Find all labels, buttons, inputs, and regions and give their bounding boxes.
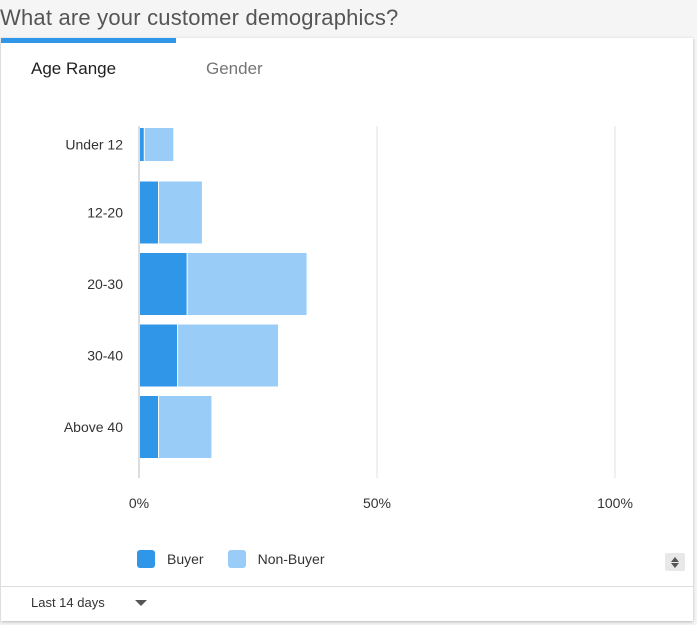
page-title: What are your customer demographics? [0, 5, 399, 30]
bar-20-30-buyer[interactable] [140, 253, 187, 315]
y-category-label: 30-40 [87, 348, 123, 364]
x-tick-label: 100% [597, 495, 633, 511]
arrow-down-icon [671, 562, 679, 568]
x-tick-label: 0% [129, 495, 149, 511]
date-range-select[interactable]: Last 14 days [31, 595, 147, 610]
y-category-label: 12-20 [87, 205, 123, 221]
legend-label-buyer: Buyer [167, 551, 204, 567]
legend-scroll-button[interactable] [665, 553, 685, 571]
demographics-card: Age Range Gender Under 12 12-20 20-30 30-40… [1, 38, 693, 621]
bar-12-20-buyer[interactable] [140, 181, 159, 244]
bar-12-20-non-buyer[interactable] [159, 181, 202, 244]
y-category-label: Under 12 [65, 137, 123, 153]
chart-axis-labels: 0% 50% 100% [129, 495, 633, 511]
chart-gridlines [138, 126, 616, 478]
bar-20-30-non-buyer[interactable] [187, 253, 307, 315]
bar-30-40-buyer[interactable] [140, 324, 178, 387]
tab-gender[interactable]: Gender [206, 59, 263, 78]
x-tick-label: 50% [363, 495, 391, 511]
bar-under-12-buyer[interactable] [140, 128, 144, 161]
chart-legend: Buyer Non-Buyer [137, 550, 349, 568]
age-range-chart: Under 12 12-20 20-30 30-40 Above 40 0% 50% 100… [64, 126, 633, 511]
legend-item-buyer[interactable]: Buyer [137, 550, 204, 568]
legend-swatch-buyer [137, 550, 155, 568]
arrow-up-icon [671, 556, 679, 562]
date-range-value: Last 14 days [31, 595, 105, 610]
chart-bars [140, 128, 307, 458]
bar-under-12-non-buyer[interactable] [144, 128, 174, 161]
tab-age-range[interactable]: Age Range [31, 59, 117, 78]
active-tab-indicator [1, 38, 176, 43]
card-footer: Last 14 days [1, 586, 693, 622]
legend-swatch-non-buyer [227, 550, 246, 568]
caret-down-icon [134, 599, 147, 606]
bar-above-40-buyer[interactable] [140, 396, 159, 458]
y-category-label: 20-30 [87, 276, 123, 292]
bar-30-40-non-buyer[interactable] [178, 324, 279, 387]
chart-category-labels: Under 12 12-20 20-30 30-40 Above 40 [64, 137, 123, 436]
legend-item-non-buyer[interactable]: Non-Buyer [227, 550, 325, 568]
bar-above-40-non-buyer[interactable] [159, 396, 212, 458]
legend-label-non-buyer: Non-Buyer [257, 551, 325, 567]
y-category-label: Above 40 [64, 419, 123, 435]
